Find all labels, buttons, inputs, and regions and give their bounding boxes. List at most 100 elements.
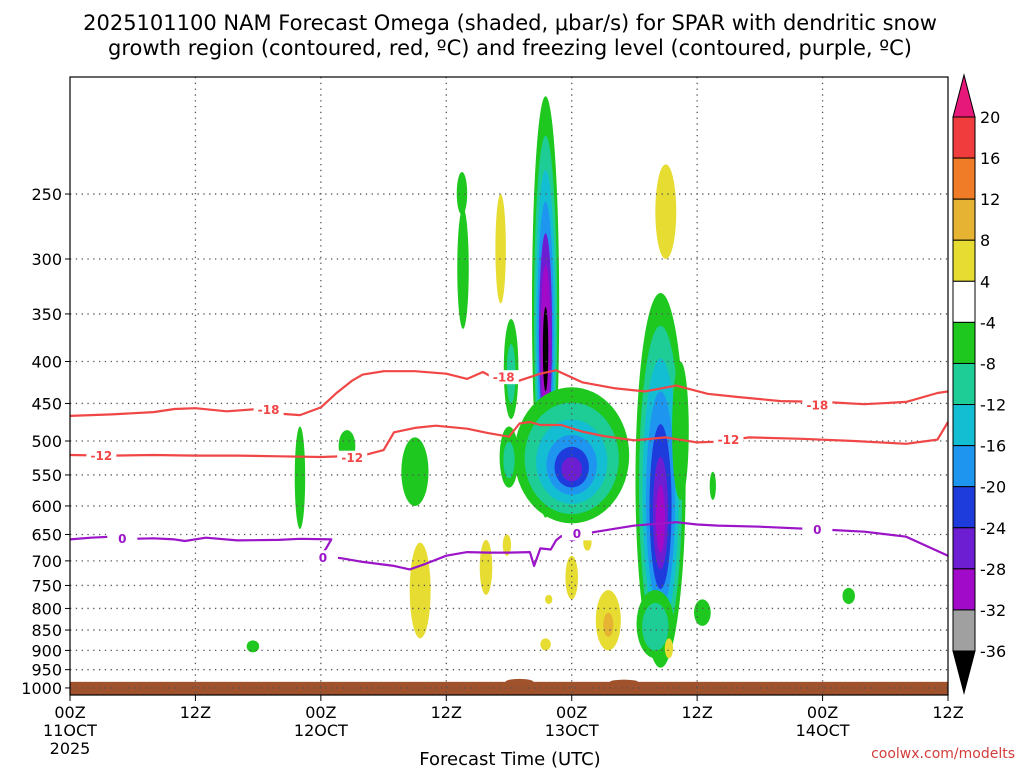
x-tick-label-0-1: 00Z [54,703,85,722]
colorbar-bottom-arrow [952,650,976,695]
omega-cell-20-band-1 [603,612,614,637]
x-tick-label-5-1: 12Z [681,703,712,722]
isotherm-minus-18-label-bg-2 [802,398,833,413]
x-tick-label-6-2: 14OCT [796,721,850,740]
omega-cell-21-band-0 [565,555,578,600]
colorbar-bin-7 [952,362,976,406]
y-tick-label-300: 300 [31,250,62,269]
y-tick-label-350: 350 [31,305,62,324]
x-tick-label-4-2: 13OCT [545,721,599,740]
colorbar-label-10: -24 [980,519,1006,538]
x-tick-label-2-1: 00Z [305,703,336,722]
x-tick-label-0-3: 2025 [50,739,91,758]
colorbar-bin-1 [952,116,976,159]
colorbar-bin-2 [952,157,976,200]
isotherm-minus-12-label-2: -12 [718,433,740,447]
omega-cell-15-band-0 [842,587,855,604]
colorbar-label-1: 16 [980,149,1000,168]
freezing-level-0-label-2: 0 [573,527,581,541]
contour-lines: -18 -18 -18 -12 -12 -12 0 0 0 0 [69,369,949,571]
omega-shading [246,96,855,668]
terrain-bump-0 [505,678,534,685]
terrain-ground [70,681,948,695]
isotherm-minus-18-label-2: -18 [807,399,829,413]
colorbar-top-arrow [952,73,976,118]
isotherm-minus-18-label-0: -18 [258,403,280,417]
isotherm-minus-12-line [69,420,949,459]
colorbar-bin-13 [952,609,976,652]
x-tick-label-7-1: 12Z [932,703,963,722]
omega-cell-1-band-5 [561,456,583,482]
y-tick-label-550: 550 [31,466,62,485]
x-tick-label-1-1: 12Z [180,703,211,722]
y-tick-label-1000: 1000 [21,679,62,698]
credit-text[interactable]: coolwx.com/modelts [871,746,1015,762]
colorbar-bin-9 [952,445,976,488]
y-tick-label-400: 400 [31,352,62,371]
colorbar-label-5: -4 [980,313,996,332]
omega-cell-7-band-0 [456,171,468,215]
omega-cell-10-band-0 [294,426,306,529]
omega-cell-16-band-0 [655,164,677,259]
x-tick-label-2-2: 12OCT [294,721,348,740]
y-axis-ticks: 2503003504004505005506006507007508008509… [21,185,70,698]
omega-cell-18-band-0 [409,542,431,639]
colorbar-label-3: 8 [980,231,990,250]
omega-cell-14-band-0 [709,471,716,500]
colorbar-bin-4 [952,239,976,282]
colorbar-label-2: 12 [980,190,1000,209]
omega-cell-12-band-0 [246,640,260,653]
colorbar-bin-3 [952,198,976,241]
freezing-level-0-label-bg-0 [107,531,138,546]
colorbar-label-12: -32 [980,601,1006,620]
colorbar: 20 16 12 8 4 -4 -8 -12 -16 -20 -24 -28 -32 -36 [952,73,1006,695]
colorbar-label-4: 4 [980,272,990,291]
colorbar-bin-11 [952,527,976,570]
y-tick-label-900: 900 [31,641,62,660]
isotherm-minus-18-label-1: -18 [493,371,515,385]
colorbar-bin-10 [952,486,976,529]
y-tick-label-850: 850 [31,621,62,640]
isotherm-minus-12-label-0: -12 [91,449,113,463]
y-tick-label-500: 500 [31,432,62,451]
y-tick-label-750: 750 [31,576,62,595]
colorbar-bin-5 [952,280,976,323]
y-tick-label-950: 950 [31,661,62,680]
x-tick-label-0-2: 11OCT [43,721,97,740]
chart-title-line-2: growth region (contoured, red, ºC) and f… [108,36,912,60]
omega-cell-25-band-0 [502,534,512,556]
colorbar-bin-12 [952,568,976,611]
omega-cell-5-band-1 [642,602,669,651]
isotherm-minus-12-label-bg-2 [713,432,744,447]
isotherm-minus-12-label-1: -12 [341,451,363,465]
y-tick-label-450: 450 [31,394,62,413]
colorbar-bin-8 [952,404,976,447]
omega-cell-17-band-0 [495,194,506,304]
omega-cell-6-band-0 [672,361,689,500]
freezing-level-0-label-bg-3 [802,522,833,537]
colorbar-bin-6 [952,321,976,364]
isotherm-minus-18-label-bg-1 [488,370,519,385]
colorbar-label-0: 20 [980,108,1000,127]
colorbar-label-8: -16 [980,437,1006,456]
terrain-bump-1 [609,679,638,685]
omega-cell-2-band-1 [503,441,515,479]
x-tick-label-4-1: 00Z [556,703,587,722]
freezing-level-0-line [69,521,949,571]
plot-frame [69,76,949,696]
omega-cell-26-band-0 [545,594,553,604]
y-tick-label-700: 700 [31,552,62,571]
isotherm-minus-18-label-bg-0 [253,402,284,417]
omega-cell-24-band-0 [664,638,674,659]
colorbar-label-11: -28 [980,560,1006,579]
gridlines [70,77,948,695]
x-axis-title: Forecast Time (UTC) [419,749,600,768]
isotherm-minus-12-label-bg-0 [86,448,117,463]
colorbar-label-6: -8 [980,354,996,373]
chart-title-line-1: 2025101100 NAM Forecast Omega (shaded, μ… [83,11,937,35]
y-tick-label-600: 600 [31,497,62,516]
omega-cell-19-band-0 [479,539,493,595]
isotherm-minus-18-line [69,369,949,417]
